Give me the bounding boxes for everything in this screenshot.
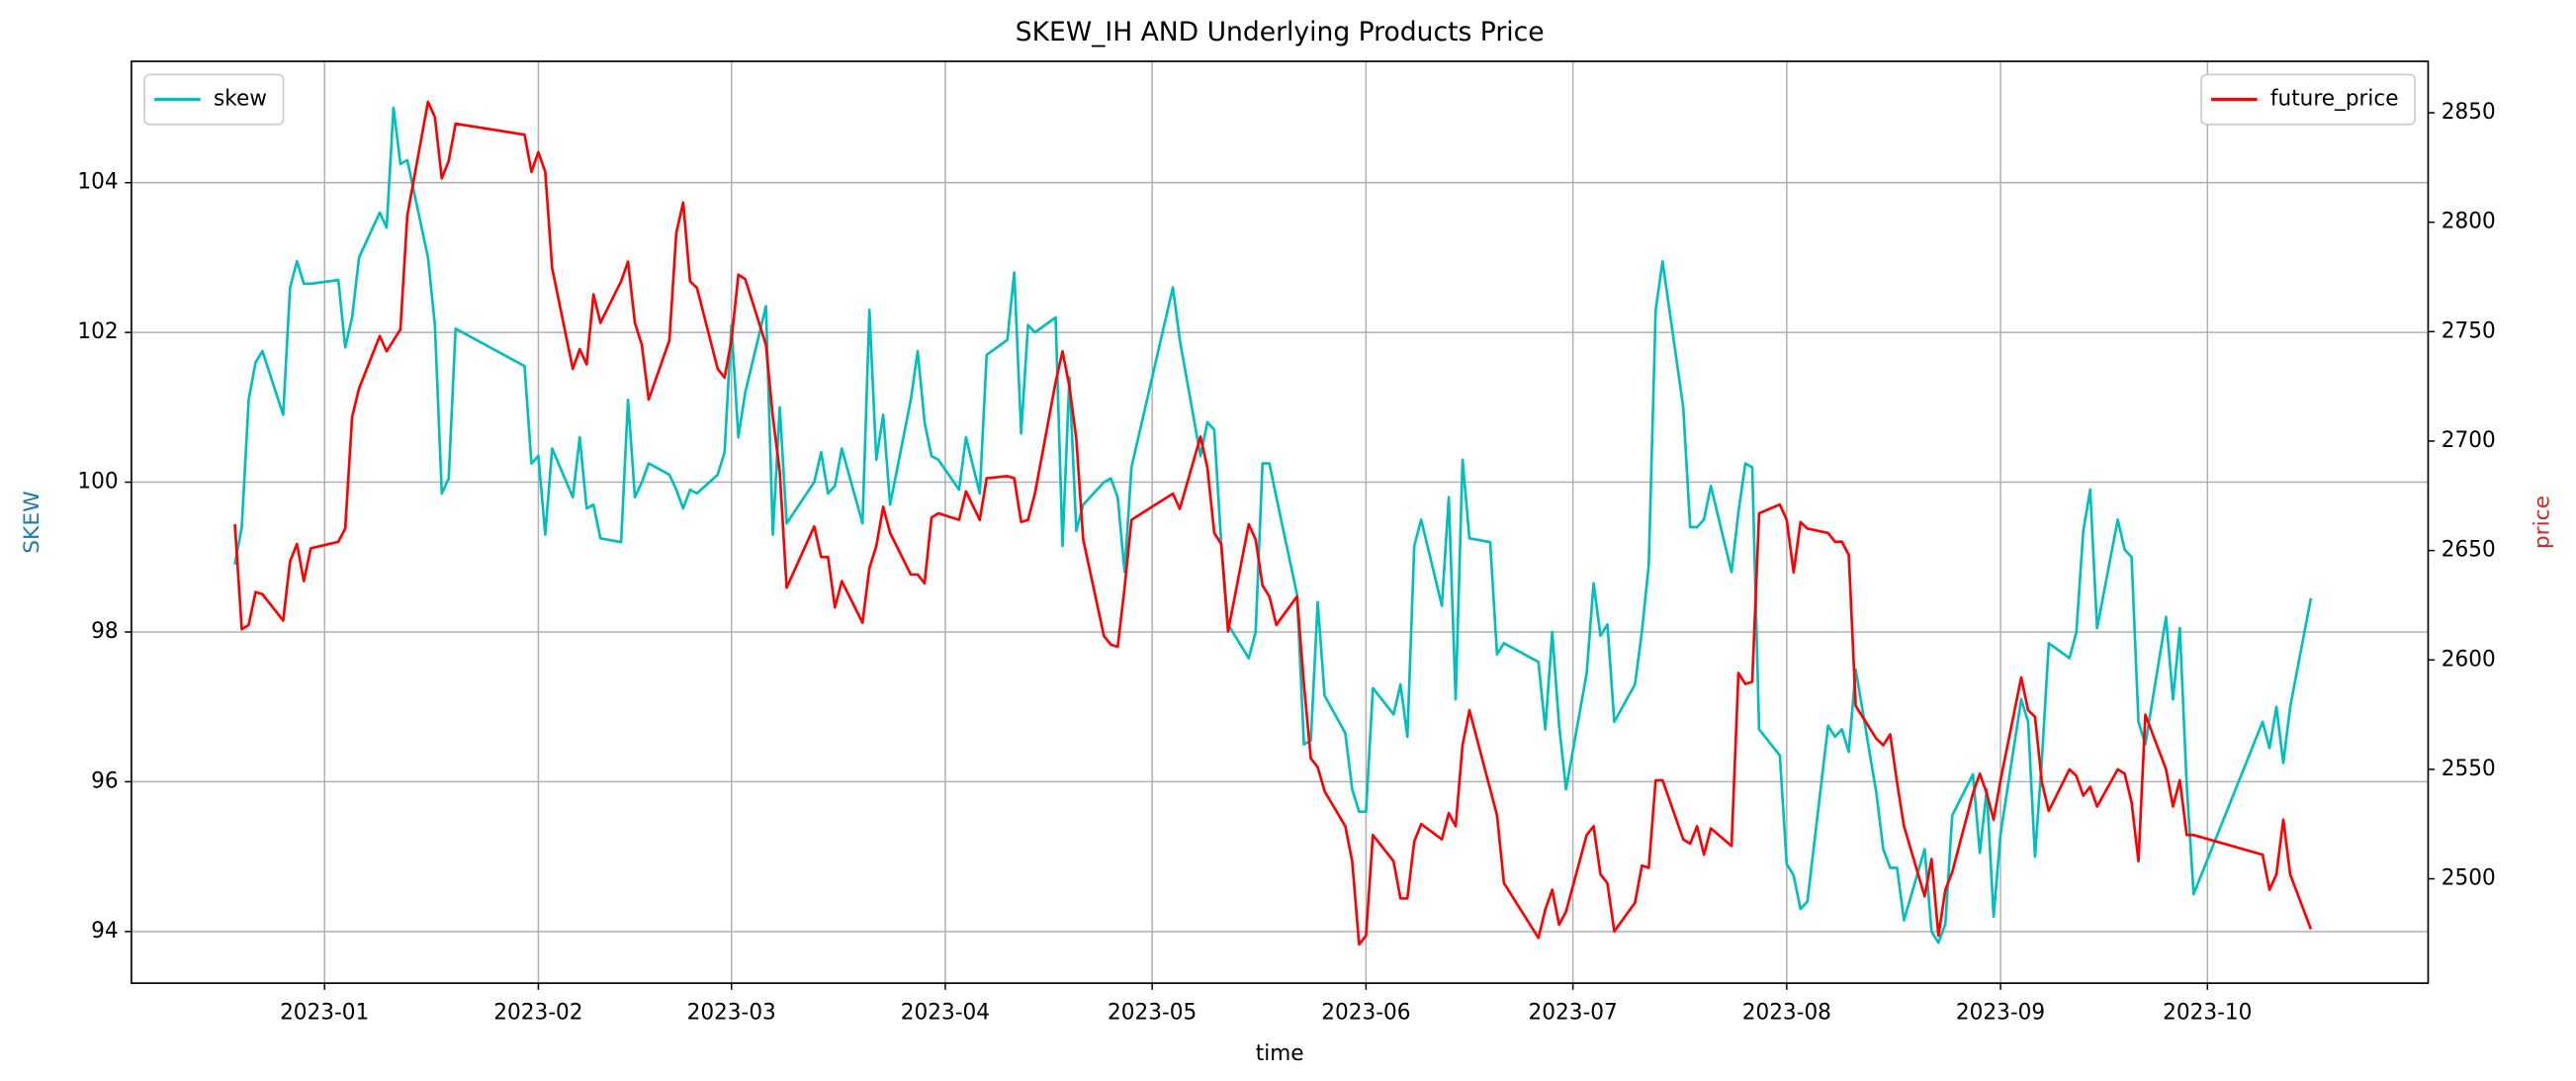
y2-tick-label: 2750 bbox=[2442, 318, 2496, 343]
x-tick-label: 2023-07 bbox=[1529, 1000, 1618, 1025]
y-tick-label: 96 bbox=[91, 768, 118, 793]
series-line bbox=[233, 100, 2313, 946]
y-tick-label: 104 bbox=[77, 170, 118, 195]
y2-axis-label: price bbox=[2531, 495, 2555, 549]
legend: future_price bbox=[2200, 73, 2417, 126]
y2-tick-label: 2850 bbox=[2442, 100, 2496, 125]
x-tick-label: 2023-06 bbox=[1321, 1000, 1410, 1025]
y2-tick-label: 2800 bbox=[2442, 210, 2496, 234]
legend: skew bbox=[143, 73, 285, 126]
y-tick-label: 100 bbox=[77, 469, 118, 494]
x-tick-label: 2023-01 bbox=[280, 1000, 369, 1025]
x-tick-label: 2023-08 bbox=[1742, 1000, 1831, 1025]
y2-tick-label: 2500 bbox=[2442, 865, 2496, 890]
y-axis-label: SKEW bbox=[20, 491, 44, 553]
x-tick-label: 2023-02 bbox=[493, 1000, 582, 1025]
legend-label: future_price bbox=[2270, 87, 2399, 112]
x-tick-label: 2023-04 bbox=[901, 1000, 990, 1025]
x-tick-label: 2023-03 bbox=[687, 1000, 776, 1025]
x-tick-label: 2023-05 bbox=[1108, 1000, 1197, 1025]
series-line bbox=[233, 106, 2313, 945]
y-tick-label: 102 bbox=[77, 319, 118, 344]
y-tick-label: 98 bbox=[91, 619, 118, 644]
y2-tick-label: 2550 bbox=[2442, 757, 2496, 781]
y2-tick-label: 2700 bbox=[2442, 428, 2496, 453]
x-tick-label: 2023-09 bbox=[1956, 1000, 2045, 1025]
y2-tick-label: 2650 bbox=[2442, 538, 2496, 563]
legend-label: skew bbox=[214, 87, 267, 112]
plot-frame bbox=[131, 60, 2430, 984]
legend-box bbox=[2200, 73, 2417, 126]
legend-box bbox=[143, 73, 285, 126]
chart-title: SKEW_IH AND Underlying Products Price bbox=[1016, 17, 1545, 47]
y2-tick-label: 2600 bbox=[2442, 647, 2496, 672]
y-tick-label: 94 bbox=[91, 919, 118, 944]
x-tick-label: 2023-10 bbox=[2163, 1000, 2252, 1025]
x-axis-label: time bbox=[1256, 1041, 1304, 1066]
